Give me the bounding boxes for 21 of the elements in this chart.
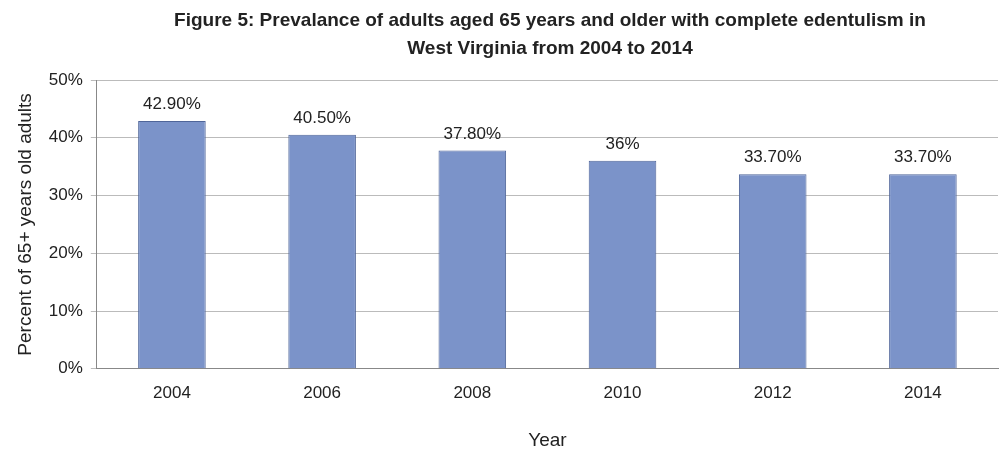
y-tick-label: 0% xyxy=(58,358,83,378)
data-label: 37.80% xyxy=(443,123,502,143)
y-tick-label: 40% xyxy=(48,127,83,147)
y-axis-title: Percent of 65+ years old adults xyxy=(13,93,35,356)
data-label: 42.90% xyxy=(143,94,201,114)
data-label: 33.70% xyxy=(894,147,952,167)
data-label: 40.50% xyxy=(293,108,351,128)
x-tick-label: 2014 xyxy=(903,382,942,402)
x-tick-label: 2004 xyxy=(153,382,191,402)
x-tick-label: 2012 xyxy=(753,382,792,402)
data-label: 33.70% xyxy=(743,147,802,167)
y-tick-label: 20% xyxy=(48,242,83,262)
x-axis-title: Year xyxy=(528,428,568,450)
chart-title: Figure 5: Prevalance of adults aged 65 years and older with complete edentulism in West Virginia from 2004 to 2014 xyxy=(173,8,927,60)
x-tick-label: 2010 xyxy=(603,382,642,402)
y-tick-label: 10% xyxy=(48,300,83,320)
x-tick-label: 2006 xyxy=(303,382,342,402)
x-tick-label: 2008 xyxy=(453,382,492,402)
y-tick-label: 30% xyxy=(48,185,83,205)
y-tick-label: 50% xyxy=(48,69,83,89)
data-label: 36% xyxy=(605,134,640,154)
